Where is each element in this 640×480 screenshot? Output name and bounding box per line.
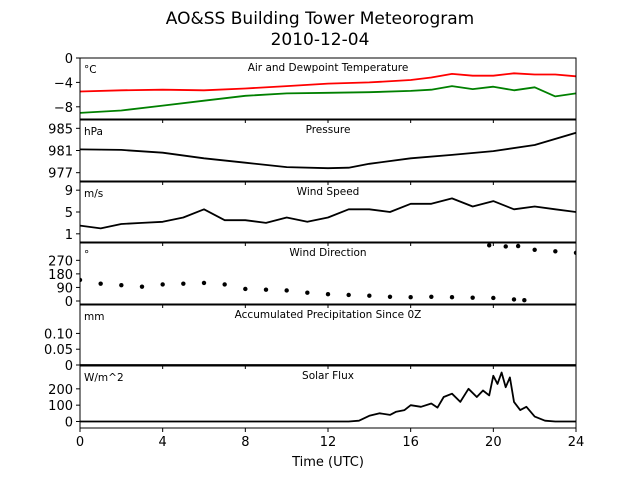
y-tick-label: 0	[65, 52, 73, 67]
data-point	[553, 249, 558, 254]
panel-title: Wind Speed	[297, 186, 360, 198]
y-tick-label: 0.05	[44, 343, 73, 358]
series-1	[80, 131, 576, 170]
y-tick-label: 1	[65, 228, 73, 243]
x-tick-label: 12	[320, 435, 337, 450]
data-point	[139, 284, 145, 289]
panel-1: 0 −4 −8 Air and Dewpoint Temperature °C	[54, 52, 577, 123]
panel-title: Air and Dewpoint Temperature	[248, 62, 409, 74]
data-point	[429, 294, 434, 299]
panel-unit: °C	[84, 64, 97, 76]
panel-2: 985 981 977 Pressure hPa	[48, 119, 577, 185]
data-point	[503, 244, 508, 249]
data-point	[201, 280, 207, 286]
data-point	[408, 295, 413, 300]
y-tick-label: −8	[54, 101, 73, 116]
panel-title: Pressure	[306, 124, 351, 136]
panel-unit: m/s	[84, 188, 103, 200]
x-tick-label: 24	[568, 435, 585, 450]
data-point	[160, 282, 165, 287]
data-point	[80, 277, 83, 283]
series-line	[80, 85, 576, 114]
y-tick-label: 90	[56, 281, 73, 296]
data-point	[449, 295, 455, 300]
data-point	[346, 292, 351, 298]
data-point	[284, 288, 289, 293]
y-tick-label: −4	[54, 76, 73, 91]
x-tick-label: 4	[159, 435, 167, 450]
y-tick-label: 0	[65, 295, 73, 310]
panel-unit: W/m^2	[84, 372, 124, 384]
y-tick-label: 180	[48, 268, 73, 283]
y-tick-label: 0	[65, 415, 73, 430]
data-point	[491, 295, 496, 301]
data-point	[367, 293, 372, 298]
y-tick-label: 0.10	[44, 327, 73, 342]
x-axis-label: Time (UTC)	[291, 455, 364, 470]
data-point	[181, 281, 186, 286]
panel-unit: hPa	[84, 126, 103, 138]
data-point	[98, 281, 103, 286]
series-2	[80, 85, 576, 114]
panel-title: Solar Flux	[302, 370, 354, 382]
series-1	[80, 243, 576, 303]
panel-title: Accumulated Precipitation Since 0Z	[235, 309, 422, 321]
data-point	[573, 250, 576, 255]
series-line	[80, 197, 576, 230]
y-tick-label: 977	[48, 167, 73, 182]
series-1	[80, 371, 576, 423]
data-point	[222, 282, 227, 287]
panel-3: 9 5 1 Wind Speed m/s	[65, 181, 577, 246]
panel-unit: °	[84, 249, 89, 261]
y-tick-label: 200	[48, 383, 73, 398]
data-point	[387, 294, 393, 299]
y-tick-label: 100	[48, 399, 73, 414]
x-tick-label: 0	[76, 435, 84, 450]
figure-title: AO&SS Building Tower Meteorogram	[166, 9, 474, 29]
panel-title: Wind Direction	[289, 247, 366, 259]
series-1	[80, 72, 576, 93]
series-line	[80, 72, 576, 93]
data-point	[305, 290, 310, 295]
panel-unit: mm	[84, 311, 104, 323]
y-tick-label: 270	[48, 254, 73, 269]
data-point	[511, 297, 517, 302]
series-1	[80, 197, 576, 230]
series-line	[80, 371, 576, 423]
data-point	[487, 243, 492, 248]
series-line	[80, 131, 576, 170]
x-tick-label: 8	[241, 435, 249, 450]
data-point	[119, 282, 124, 288]
data-point	[522, 298, 527, 303]
x-tick-label: 16	[402, 435, 419, 450]
y-tick-label: 981	[48, 145, 73, 160]
y-tick-label: 0	[65, 359, 73, 374]
figure-date: 2010-12-04	[271, 30, 370, 50]
data-point	[532, 247, 537, 252]
data-point	[515, 243, 521, 249]
y-tick-label: 5	[65, 206, 73, 221]
y-tick-label: 9	[65, 184, 73, 199]
data-point	[243, 286, 248, 292]
data-point	[263, 287, 269, 292]
panel-5: 0.100.050 Accumulated Precipitation Since…	[44, 304, 577, 374]
x-tick-label: 20	[485, 435, 502, 450]
y-tick-label: 985	[48, 122, 73, 137]
data-point	[325, 292, 331, 297]
data-point	[470, 295, 475, 300]
